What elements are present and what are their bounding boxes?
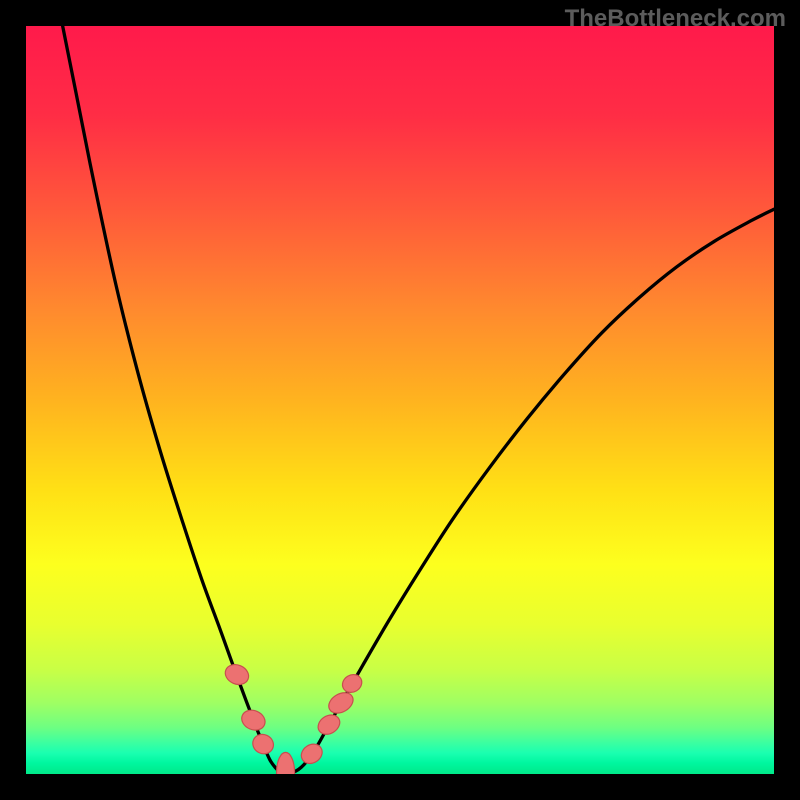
watermark-text: TheBottleneck.com	[565, 5, 786, 33]
frame-border-right	[774, 0, 800, 800]
frame-border-bottom	[0, 774, 800, 800]
frame-border-left	[0, 0, 26, 800]
chart-background	[26, 26, 774, 774]
bottleneck-chart	[26, 26, 774, 774]
